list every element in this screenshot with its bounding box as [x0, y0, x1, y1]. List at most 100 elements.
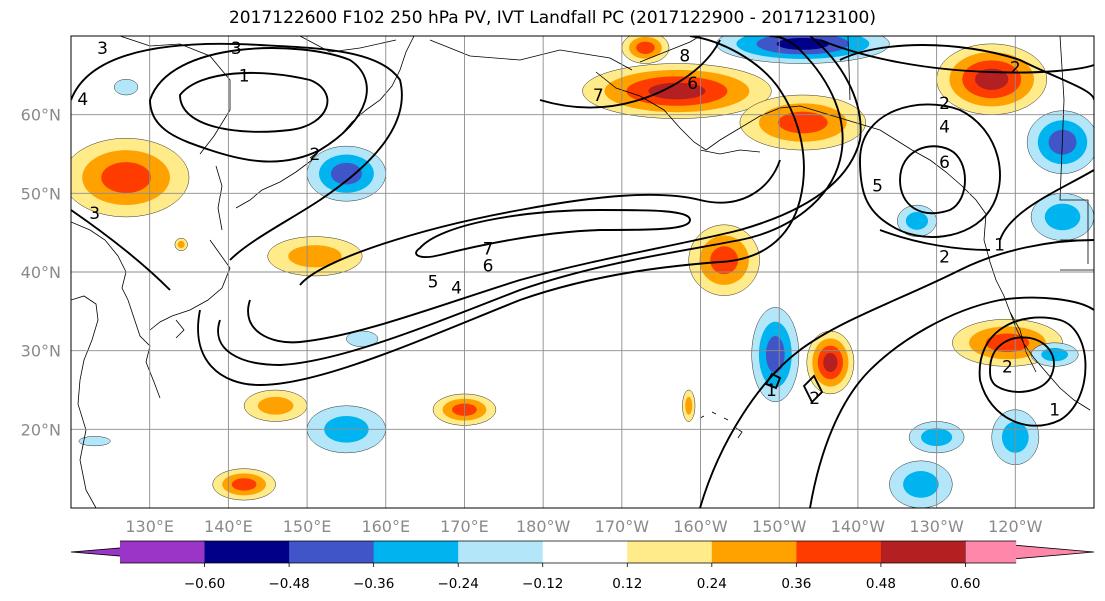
pv-contour-6 [247, 36, 862, 344]
pv-contour-label: 5 [872, 176, 883, 196]
pv-contour-5 [217, 36, 844, 366]
colorbar-tick-label: −0.36 [353, 576, 394, 592]
pv-contour-label: 2 [939, 94, 950, 114]
ivt-anomaly-band [177, 240, 185, 249]
colorbar-swatches [70, 540, 1095, 564]
ivt-anomaly-band [330, 162, 362, 185]
colorbar-swatch [711, 541, 797, 563]
ivt-anomaly-10 [621, 36, 670, 64]
longitude-label: 120°W [988, 517, 1043, 536]
pv-contour-label: 2 [1002, 357, 1013, 377]
pv-contour-1 [179, 71, 329, 133]
colorbar-swatch [373, 541, 459, 563]
ivt-anomaly-band [765, 336, 785, 374]
ivt-anomaly-17 [936, 43, 1047, 115]
pv-contour-label: 6 [939, 153, 950, 173]
ivt-anomaly-band [257, 396, 294, 415]
map-frame [70, 35, 1095, 509]
pv-contour-label: 6 [483, 257, 494, 277]
ivt-anomaly-5 [243, 389, 308, 422]
ivt-anomaly-3 [306, 145, 386, 202]
coastline-siberia [119, 36, 633, 155]
pv-contour-label: 2 [809, 389, 820, 409]
colorbar-tick-label: −0.48 [268, 576, 309, 592]
ivt-anomaly-band [346, 330, 379, 347]
ivt-anomaly-12 [716, 36, 890, 64]
longitude-label: 140°W [831, 517, 886, 536]
ivt-anomaly-25 [889, 460, 953, 508]
pv-contour-label: 4 [77, 90, 88, 110]
latitude-label: 40°N [21, 263, 61, 282]
pv-contour-label: 1 [766, 381, 777, 401]
longitude-label: 170°W [595, 517, 650, 536]
latitude-label: 60°N [21, 106, 61, 125]
coastline-east-asia [71, 221, 161, 508]
ivt-anomaly-band [231, 478, 257, 491]
longitude-labels: 130°E 140°E 150°E 160°E 170°E 180°W 170°W 160°W… [125, 517, 1042, 536]
ivt-anomaly-band [114, 79, 139, 96]
pv-contour-9 [539, 39, 721, 109]
coastline-japan [149, 239, 231, 339]
pv-contour-label: 5 [428, 272, 439, 292]
pv-contour-18 [764, 372, 824, 404]
pv-contour-label: 4 [939, 117, 950, 137]
coastline-hawaii [699, 411, 743, 439]
colorbar-swatch [796, 541, 882, 563]
longitude-label: 170°E [440, 517, 489, 536]
pv-contour-13 [819, 39, 1094, 74]
colorbar-swatch [542, 541, 628, 563]
pv-contour-label: 1 [239, 66, 250, 86]
ivt-anomaly-band [823, 352, 838, 372]
ivt-anomaly-band [975, 68, 1009, 90]
pv-contour-12 [839, 44, 1094, 251]
longitude-label: 130°W [909, 517, 964, 536]
pv-contour-8 [299, 159, 781, 286]
pv-contour-label: 6 [687, 74, 698, 94]
colorbar-tick-label: 0.12 [612, 576, 642, 592]
ivt-anomaly-9 [582, 63, 772, 119]
pv-contour-label: 7 [483, 239, 494, 259]
longitude-label: 150°W [752, 517, 807, 536]
pv-contour-label: 1 [1049, 401, 1060, 421]
ivt-anomaly-28 [174, 237, 188, 251]
pv-contour-10 [899, 145, 966, 215]
colorbar-tick-label: 0.24 [697, 576, 727, 592]
ivt-anomaly-26 [78, 436, 111, 447]
coastline-alaska [595, 36, 987, 215]
longitude-label: 180°W [516, 517, 571, 536]
ivt-anomaly-1 [71, 138, 190, 218]
pv-contour-4 [197, 36, 805, 386]
pv-contour-16 [989, 336, 1055, 393]
pv-contour-label: 2 [939, 247, 950, 267]
pv-contour-label: 4 [451, 279, 462, 299]
ivt-anomaly-band [636, 41, 655, 54]
ivt-anomaly-band [710, 246, 739, 275]
pv-contours [71, 36, 1094, 508]
ivt-anomaly-2 [267, 236, 363, 277]
ivt-anomaly-14 [751, 307, 800, 402]
longitude-label: 150°E [283, 517, 332, 536]
ivt-anomaly-band [288, 245, 342, 268]
pv-contour-7 [415, 209, 691, 258]
ivt-anomaly-band [648, 82, 706, 100]
coastline-north-america [983, 36, 1094, 411]
latitude-label: 20°N [21, 420, 61, 439]
ivt-anomaly-band [778, 111, 828, 134]
latitude-labels: 60°N 50°N 40°N 30°N 20°N [21, 106, 61, 440]
colorbar-tick-label: 0.60 [950, 576, 980, 592]
ivt-anomaly-4 [346, 330, 379, 347]
pv-contour-label: 3 [231, 39, 242, 59]
pv-contour-label: 8 [679, 47, 690, 67]
pv-contour-17 [978, 316, 1087, 427]
ivt-anomaly-band [101, 162, 151, 194]
latitude-label: 30°N [21, 342, 61, 361]
colorbar-swatch [204, 541, 290, 563]
ivt-anomaly-16 [682, 389, 696, 422]
ivt-anomaly-band [905, 211, 929, 230]
ivt-anomaly-band [1041, 347, 1068, 362]
pv-contour-11 [859, 103, 1001, 238]
longitude-label: 160°W [673, 517, 728, 536]
